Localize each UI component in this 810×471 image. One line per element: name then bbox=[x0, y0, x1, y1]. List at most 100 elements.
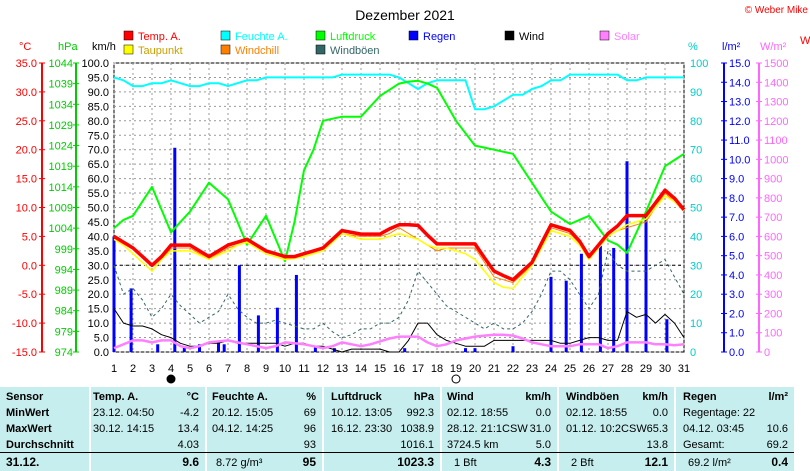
rain-axis-tick-label: 2.0 bbox=[729, 308, 744, 320]
pressure-axis-tick-label: 984 bbox=[55, 306, 73, 318]
day-tick-label: 7 bbox=[225, 363, 231, 375]
solar-axis-tick-label: 100 bbox=[764, 328, 782, 340]
pressure-section: Luftdruck hPa 10.12. 13:05 992.3 16.12. … bbox=[324, 387, 440, 471]
legend-label: Luftdruck bbox=[330, 31, 376, 43]
gust-unit: km/h bbox=[642, 391, 668, 403]
day-tick-label: 12 bbox=[317, 363, 329, 375]
wind-axis-tick-label: 30.0 bbox=[88, 260, 109, 272]
gust-bft: 2 Bft bbox=[571, 457, 594, 469]
wind-axis-tick-label: 20.0 bbox=[88, 289, 109, 301]
temp-avg-value: 4.03 bbox=[177, 439, 199, 451]
legend-label: Windchill bbox=[235, 45, 279, 57]
wind-axis-tick-label: 75.0 bbox=[88, 130, 109, 142]
solar-axis-tick-label: 0 bbox=[764, 347, 770, 359]
maxwert-label: MaxWert bbox=[6, 423, 52, 435]
wind-axis-tick-label: 10.0 bbox=[88, 318, 109, 330]
gust-max-value: 65.3 bbox=[646, 423, 668, 435]
rain-axis-tick-label: 5.0 bbox=[729, 251, 744, 263]
temp-header: Temp. A. bbox=[93, 391, 139, 403]
rain-bar bbox=[294, 274, 298, 352]
legend-swatch bbox=[504, 30, 515, 41]
day-tick-label: 27 bbox=[602, 363, 614, 375]
legend-label: Temp. A. bbox=[138, 31, 181, 43]
stats-table: Sensor MinWert MaxWert Durchschnitt 31.1… bbox=[0, 387, 810, 471]
temp-max-value: 13.4 bbox=[177, 423, 199, 435]
rain-bar bbox=[549, 276, 553, 352]
sensor-header: Sensor bbox=[6, 391, 44, 403]
series-line-feuchtea bbox=[113, 73, 684, 111]
day-tick-label: 30 bbox=[659, 363, 671, 375]
solar-axis-tick-label: 1300 bbox=[764, 97, 788, 109]
day-tick-label: 3 bbox=[149, 363, 155, 375]
day-tick-label: 19 bbox=[450, 363, 462, 375]
rain-bar bbox=[313, 346, 317, 352]
day-tick-label: 8 bbox=[244, 363, 250, 375]
rain-bar bbox=[237, 265, 241, 352]
rain-bar bbox=[579, 253, 583, 352]
pressure-min-value: 992.3 bbox=[406, 407, 434, 419]
pressure-axis-tick-label: 1014 bbox=[49, 182, 73, 194]
day-tick-label: 31 bbox=[678, 363, 690, 375]
wind-axis-tick-label: 15.0 bbox=[88, 304, 109, 316]
pressure-axis-tick-label: 974 bbox=[55, 347, 73, 359]
chart-title: Dezember 2021 bbox=[355, 7, 455, 23]
axis-unit-label: km/h bbox=[92, 41, 116, 53]
rain-total-unit-value: 69.2 l/m² bbox=[688, 457, 731, 469]
day-tick-label: 4 bbox=[168, 363, 174, 375]
day-tick-label: 16 bbox=[393, 363, 405, 375]
rain-total-label: Gesamt: bbox=[683, 439, 725, 451]
series-line-windben bbox=[113, 250, 685, 339]
humidity-axis-tick-label: 40 bbox=[690, 231, 702, 243]
wind-axis-tick-label: 60.0 bbox=[88, 174, 109, 186]
day-tick-label: 23 bbox=[526, 363, 538, 375]
humidity-axis-tick-label: 70 bbox=[690, 145, 702, 157]
wind-axis-tick-label: 100.0 bbox=[81, 58, 109, 70]
day-tick-label: 10 bbox=[279, 363, 291, 375]
day-tick-label: 14 bbox=[355, 363, 367, 375]
temp-axis-tick-label: 15.0 bbox=[16, 174, 37, 186]
solar-axis-tick-label: 300 bbox=[764, 289, 782, 301]
humidity-axis-tick-label: 0 bbox=[690, 347, 696, 359]
legend-label: Taupunkt bbox=[138, 45, 183, 57]
rain-unit: l/m² bbox=[768, 391, 788, 403]
rain-bar bbox=[612, 247, 616, 352]
rain-axis-tick-label: 15.0 bbox=[729, 58, 750, 70]
legend-swatch bbox=[123, 30, 134, 41]
humidity-axis-tick-label: 90 bbox=[690, 87, 702, 99]
humidity-min-time: 20.12. 15:05 bbox=[212, 407, 274, 419]
solar-axis-tick-label: 800 bbox=[764, 193, 782, 205]
rain-bar bbox=[112, 236, 116, 352]
humidity-axis-tick-label: 20 bbox=[690, 289, 702, 301]
temp-unit: °C bbox=[186, 391, 199, 403]
day-tick-label: 22 bbox=[507, 363, 519, 375]
day-tick-label: 18 bbox=[431, 363, 443, 375]
gust-current-value: 12.1 bbox=[644, 455, 668, 469]
series-line-solar bbox=[113, 333, 685, 350]
wind-bft: 1 Bft bbox=[454, 457, 477, 469]
rain-bar bbox=[464, 348, 467, 352]
humidity-axis-tick-label: 60 bbox=[690, 174, 702, 186]
humidity-axis-tick-label: 100 bbox=[690, 58, 708, 70]
rain-section: Regen l/m² Regentage: 22 04.12. 03:45 10… bbox=[676, 387, 794, 471]
legend-swatch bbox=[315, 44, 326, 55]
day-tick-label: 2 bbox=[130, 363, 136, 375]
series-line-luftdruck bbox=[113, 79, 685, 263]
pressure-current-value: 1023.3 bbox=[397, 455, 434, 469]
rain-max-value: 10.6 bbox=[766, 423, 788, 435]
rain-bar bbox=[222, 344, 226, 352]
gust-min-value: 0.0 bbox=[652, 407, 668, 419]
temp-min-value: -4.2 bbox=[180, 407, 199, 419]
series-line-tempa bbox=[113, 188, 686, 282]
wind-axis-tick-label: 55.0 bbox=[88, 188, 109, 200]
sensor-section: Sensor MinWert MaxWert Durchschnitt 31.1… bbox=[0, 387, 89, 471]
durchschnitt-label: Durchschnitt bbox=[6, 439, 74, 451]
pressure-axis-tick-label: 1024 bbox=[49, 141, 73, 153]
temp-min-time: 23.12. 04:50 bbox=[93, 407, 155, 419]
axis-unit-label: % bbox=[688, 41, 698, 53]
pressure-axis-tick-label: 1029 bbox=[49, 120, 73, 132]
rain-axis-tick-label: 6.0 bbox=[729, 231, 744, 243]
legend-label: Feuchte A. bbox=[235, 31, 288, 43]
solar-axis-tick-label: 700 bbox=[764, 212, 782, 224]
copyright-label: © Weber Mike bbox=[745, 5, 809, 16]
legend-label: Regen bbox=[423, 31, 455, 43]
